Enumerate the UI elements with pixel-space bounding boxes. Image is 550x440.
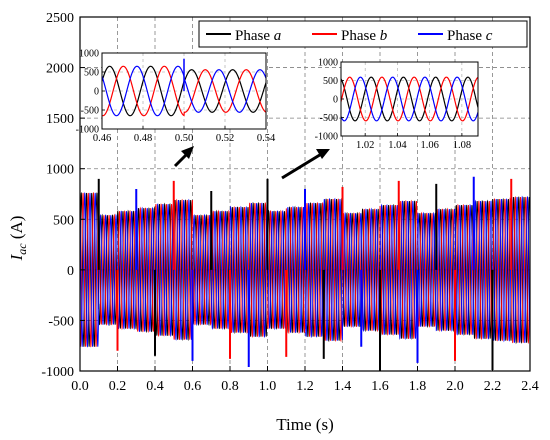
inset2-x-axis: 1.02 1.04 1.06 1.08 (356, 133, 471, 151)
inset1-x-tick-label: 0.50 (175, 133, 193, 144)
inset1-x-tick-label: 0.46 (93, 133, 111, 144)
legend-box (198, 20, 528, 48)
x-tick-label: 0.6 (184, 379, 202, 394)
y-tick-label: 2500 (46, 11, 74, 26)
x-tick-label: 1.6 (371, 379, 389, 394)
inset1-x-tick-label: 0.52 (216, 133, 234, 144)
inset1-x-tick-label: 0.48 (134, 133, 152, 144)
zoom-arrow-2 (281, 149, 330, 180)
y-axis-title-symbol: I (7, 253, 26, 261)
y-tick-label: -500 (48, 314, 74, 329)
x-tick-label: 0.2 (109, 379, 127, 394)
main-plot-area (80, 176, 530, 371)
inset1-x-axis: 0.46 0.48 0.50 0.52 0.54 (93, 126, 276, 144)
zoom-arrow-1 (173, 146, 194, 168)
y-tick-label: 500 (53, 213, 74, 228)
inset1-plot-area (102, 53, 266, 129)
y-tick-label: -1000 (41, 365, 74, 380)
y-tick-label: 2000 (46, 62, 74, 77)
x-tick-label: 1.0 (259, 379, 277, 394)
inset2-x-tick-label: 1.02 (356, 140, 374, 151)
inset1-y-tick-label: -1000 (76, 125, 99, 136)
inset2-y-tick-label: 0 (333, 95, 338, 106)
inset2-y-tick-label: 500 (323, 76, 338, 87)
inset1-series-phase-b (102, 65, 266, 117)
inset1-y-tick-label: 1000 (79, 49, 99, 60)
inset1-y-tick-label: 500 (84, 68, 99, 79)
inset1-y-tick-label: -500 (81, 106, 99, 117)
inset2-x-tick-label: 1.04 (388, 140, 407, 151)
inset-chart-1: 0.46 0.48 0.50 0.52 0.54 -1000 -500 0 500 1000 (76, 49, 276, 145)
legend-label-phase-a: Phase a (235, 28, 281, 44)
x-tick-label: 2.0 (446, 379, 464, 394)
y-axis-title-subscript: ac (15, 243, 29, 255)
inset1-x-tick-label: 0.54 (257, 133, 276, 144)
y-tick-label: 1000 (46, 163, 74, 178)
x-tick-label: 1.2 (296, 379, 314, 394)
inset1-y-tick-label: 0 (94, 87, 99, 98)
x-tick-label: 0.0 (71, 379, 89, 394)
x-tick-label: 1.4 (334, 379, 352, 394)
x-tick-label: 0.8 (221, 379, 239, 394)
x-tick-label: 0.4 (146, 379, 164, 394)
inset-chart-2: 1.02 1.04 1.06 1.08 -1000 -500 0 500 1000 (315, 58, 479, 151)
y-tick-label: 1500 (46, 112, 74, 127)
x-axis-title: Time (s) (276, 415, 333, 434)
x-tick-label: 2.4 (521, 379, 539, 394)
legend-label-phase-c: Phase c (447, 28, 493, 44)
inset2-series-phase-c (341, 76, 478, 122)
inset2-series-phase-a (341, 76, 478, 122)
inset2-y-tick-label: -1000 (315, 132, 338, 143)
y-axis-title-unit: (A) (7, 216, 26, 244)
legend: Phase a Phase b Phase c (198, 20, 528, 48)
inset1-y-axis: -1000 -500 0 500 1000 (76, 49, 105, 136)
y-axis-title: Iac (A) (7, 216, 29, 262)
inset2-y-tick-label: 1000 (318, 58, 338, 69)
inset2-y-axis: -1000 -500 0 500 1000 (315, 58, 344, 143)
x-tick-label: 1.8 (409, 379, 427, 394)
main-y-axis: -1000 -500 0 500 1000 1500 2000 2500 (41, 11, 85, 380)
x-tick-label: 2.2 (484, 379, 502, 394)
inset2-x-tick-label: 1.08 (453, 140, 471, 151)
inset2-x-tick-label: 1.06 (420, 140, 438, 151)
inset2-plot-area (341, 62, 478, 136)
legend-label-phase-b: Phase b (341, 28, 388, 44)
inset2-series-phase-b (341, 76, 478, 122)
y-tick-label: 0 (67, 264, 74, 279)
main-x-axis: 0.0 0.2 0.4 0.6 0.8 1.0 1.2 1.4 1.6 1.8 2.0 2.2 2.4 (71, 366, 539, 394)
inset2-y-tick-label: -500 (320, 113, 338, 124)
